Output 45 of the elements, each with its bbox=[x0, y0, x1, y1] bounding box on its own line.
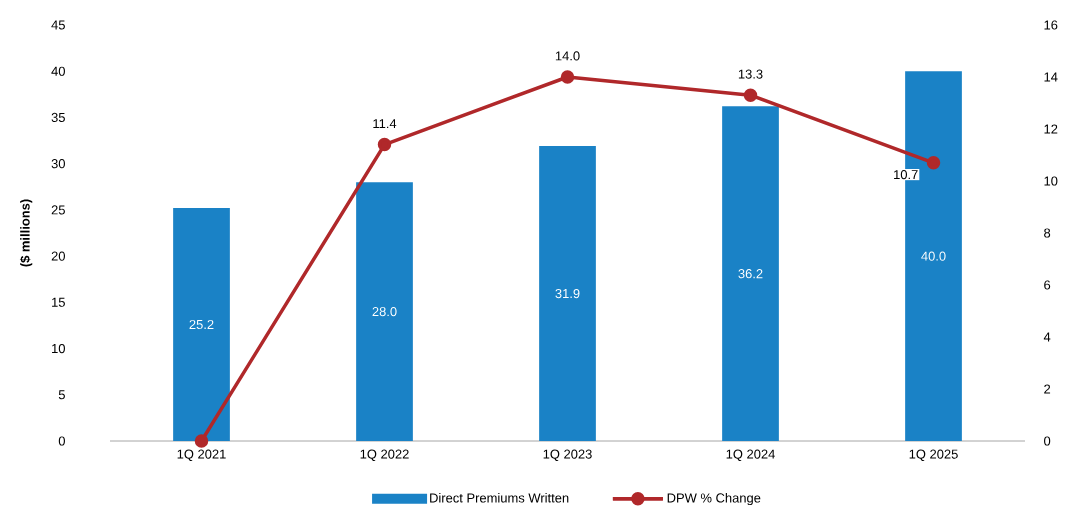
y2-tick-label: 0 bbox=[1044, 436, 1051, 446]
y-tick-label: 40 bbox=[51, 66, 65, 76]
point bbox=[377, 137, 392, 152]
bar bbox=[173, 208, 230, 441]
bar bbox=[539, 146, 596, 441]
data-label: 25.2 bbox=[189, 319, 214, 330]
y2-tick-label: 12 bbox=[1044, 124, 1058, 134]
bar bbox=[722, 106, 779, 441]
data-label: 13.3 bbox=[738, 69, 763, 79]
data-label: 36.2 bbox=[738, 269, 763, 279]
legend-label: Direct Premiums Written bbox=[430, 493, 569, 503]
point bbox=[743, 88, 758, 102]
y2-tick-label: 2 bbox=[1044, 384, 1051, 394]
y2-tick-label: 4 bbox=[1043, 332, 1051, 342]
y-tick-label: 10 bbox=[52, 343, 65, 354]
legend-label: DPW % Change bbox=[667, 493, 761, 506]
y2-tick-label: 8 bbox=[1044, 228, 1051, 238]
y2-tick-label: 10 bbox=[1044, 176, 1058, 186]
data-label: 40.0 bbox=[921, 251, 946, 261]
data-label: 11.4 bbox=[373, 119, 397, 129]
x-tick-label: 1Q 2025 bbox=[909, 449, 958, 462]
data-label: 31.9 bbox=[555, 288, 580, 299]
point bbox=[560, 70, 575, 84]
y-axis-title: ($ millions) bbox=[19, 199, 33, 267]
y-tick-label: 25 bbox=[51, 205, 65, 215]
data-label: 10.7 bbox=[894, 169, 918, 180]
y-tick-label: 15 bbox=[52, 297, 65, 307]
y-tick-label: 30 bbox=[51, 159, 65, 169]
bar bbox=[356, 182, 413, 441]
data-label: 14.0 bbox=[555, 51, 580, 61]
y-tick-label: 20 bbox=[51, 251, 65, 261]
y-tick-label: 5 bbox=[58, 390, 65, 400]
y2-tick-label: 14 bbox=[1044, 72, 1058, 82]
y2-tick-label: 6 bbox=[1044, 280, 1051, 290]
data-label: 28.0 bbox=[372, 306, 397, 317]
y-tick-label: 35 bbox=[51, 112, 65, 123]
point bbox=[194, 434, 209, 448]
y-tick-label: 45 bbox=[51, 20, 65, 30]
x-tick-label: 1Q 2021 bbox=[177, 449, 226, 462]
x-tick-label: 1Q 2022 bbox=[360, 449, 409, 462]
point bbox=[926, 156, 941, 170]
x-tick-label: 1Q 2023 bbox=[543, 449, 592, 462]
x-tick-label: 1Q 2024 bbox=[726, 449, 775, 462]
y-tick-label: 0 bbox=[58, 436, 65, 446]
y2-tick-label: 16 bbox=[1044, 20, 1058, 30]
